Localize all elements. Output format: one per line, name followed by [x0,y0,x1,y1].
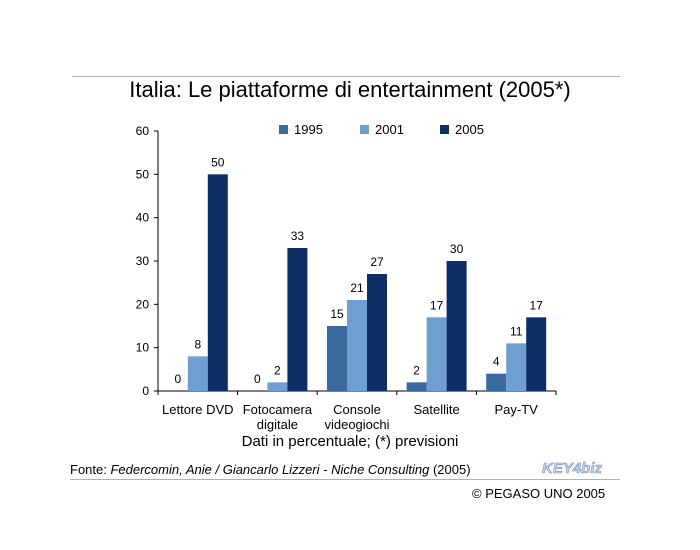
data-label: 11 [510,324,523,338]
legend-label: 1995 [294,122,323,137]
legend-label: 2001 [375,122,404,137]
data-label: 27 [370,255,384,269]
data-label: 4 [493,355,500,369]
data-label: 30 [450,242,464,256]
y-tick-label: 50 [136,167,150,181]
data-label: 0 [254,372,261,386]
y-tick-label: 20 [136,297,150,311]
y-tick-label: 10 [136,341,150,355]
x-category-label: Console [333,402,381,417]
x-category-label: videogiochi [324,417,389,432]
source-note: Fonte: Federcomin, Anie / Giancarlo Lizz… [70,462,471,477]
x-category-label: Fotocamera [243,402,313,417]
source-prefix: Fonte: [70,462,111,477]
legend-swatch-1995 [279,125,288,134]
data-label: 2 [274,363,281,377]
data-label: 2 [413,363,420,377]
y-tick-label: 60 [136,124,150,138]
bar-1995 [406,382,427,391]
bottom-divider [70,479,620,480]
data-label: 8 [194,337,201,351]
copyright: © PEGASO UNO 2005 [472,486,606,501]
bar-2005 [207,174,228,391]
bar-1995 [327,326,347,391]
source-suffix: (2005) [429,462,471,477]
bar-2005 [367,274,387,391]
svg-text:KEY4biz: KEY4biz [542,460,603,477]
legend-swatch-2005 [440,125,449,134]
key4biz-logo: KEY4biz [542,460,603,478]
data-label: 17 [530,298,544,312]
y-tick-label: 30 [136,254,150,268]
data-label: 33 [291,229,305,243]
x-category-label: Lettore DVD [162,402,234,417]
source-citation: Federcomin, Anie / Giancarlo Lizzeri - N… [110,462,430,477]
bar-2001 [267,382,288,391]
bar-1995 [486,373,507,391]
chart-title: Italia: Le piattaforme di entertainment … [129,77,571,102]
y-tick-label: 40 [136,211,150,225]
y-tick-label: 0 [142,384,149,398]
top-divider [72,76,620,77]
bar-2005 [287,248,308,391]
bar-2005 [446,261,467,391]
chart-subtitle: Dati in percentuale; (*) previsioni [241,433,459,450]
x-category-label: digitale [257,417,298,432]
bar-2005 [526,317,547,391]
bar-2001 [187,356,208,391]
bar-2001 [347,300,367,391]
data-label: 17 [430,298,444,312]
legend-label: 2005 [455,122,484,137]
data-label: 50 [211,155,225,169]
x-category-label: Pay-TV [495,402,539,417]
legend-swatch-2001 [360,125,369,134]
data-label: 21 [350,281,364,295]
bar-2001 [426,317,447,391]
x-category-label: Satellite [413,402,459,417]
bar-2001 [506,343,527,391]
data-label: 0 [174,372,181,386]
data-label: 15 [330,307,344,321]
